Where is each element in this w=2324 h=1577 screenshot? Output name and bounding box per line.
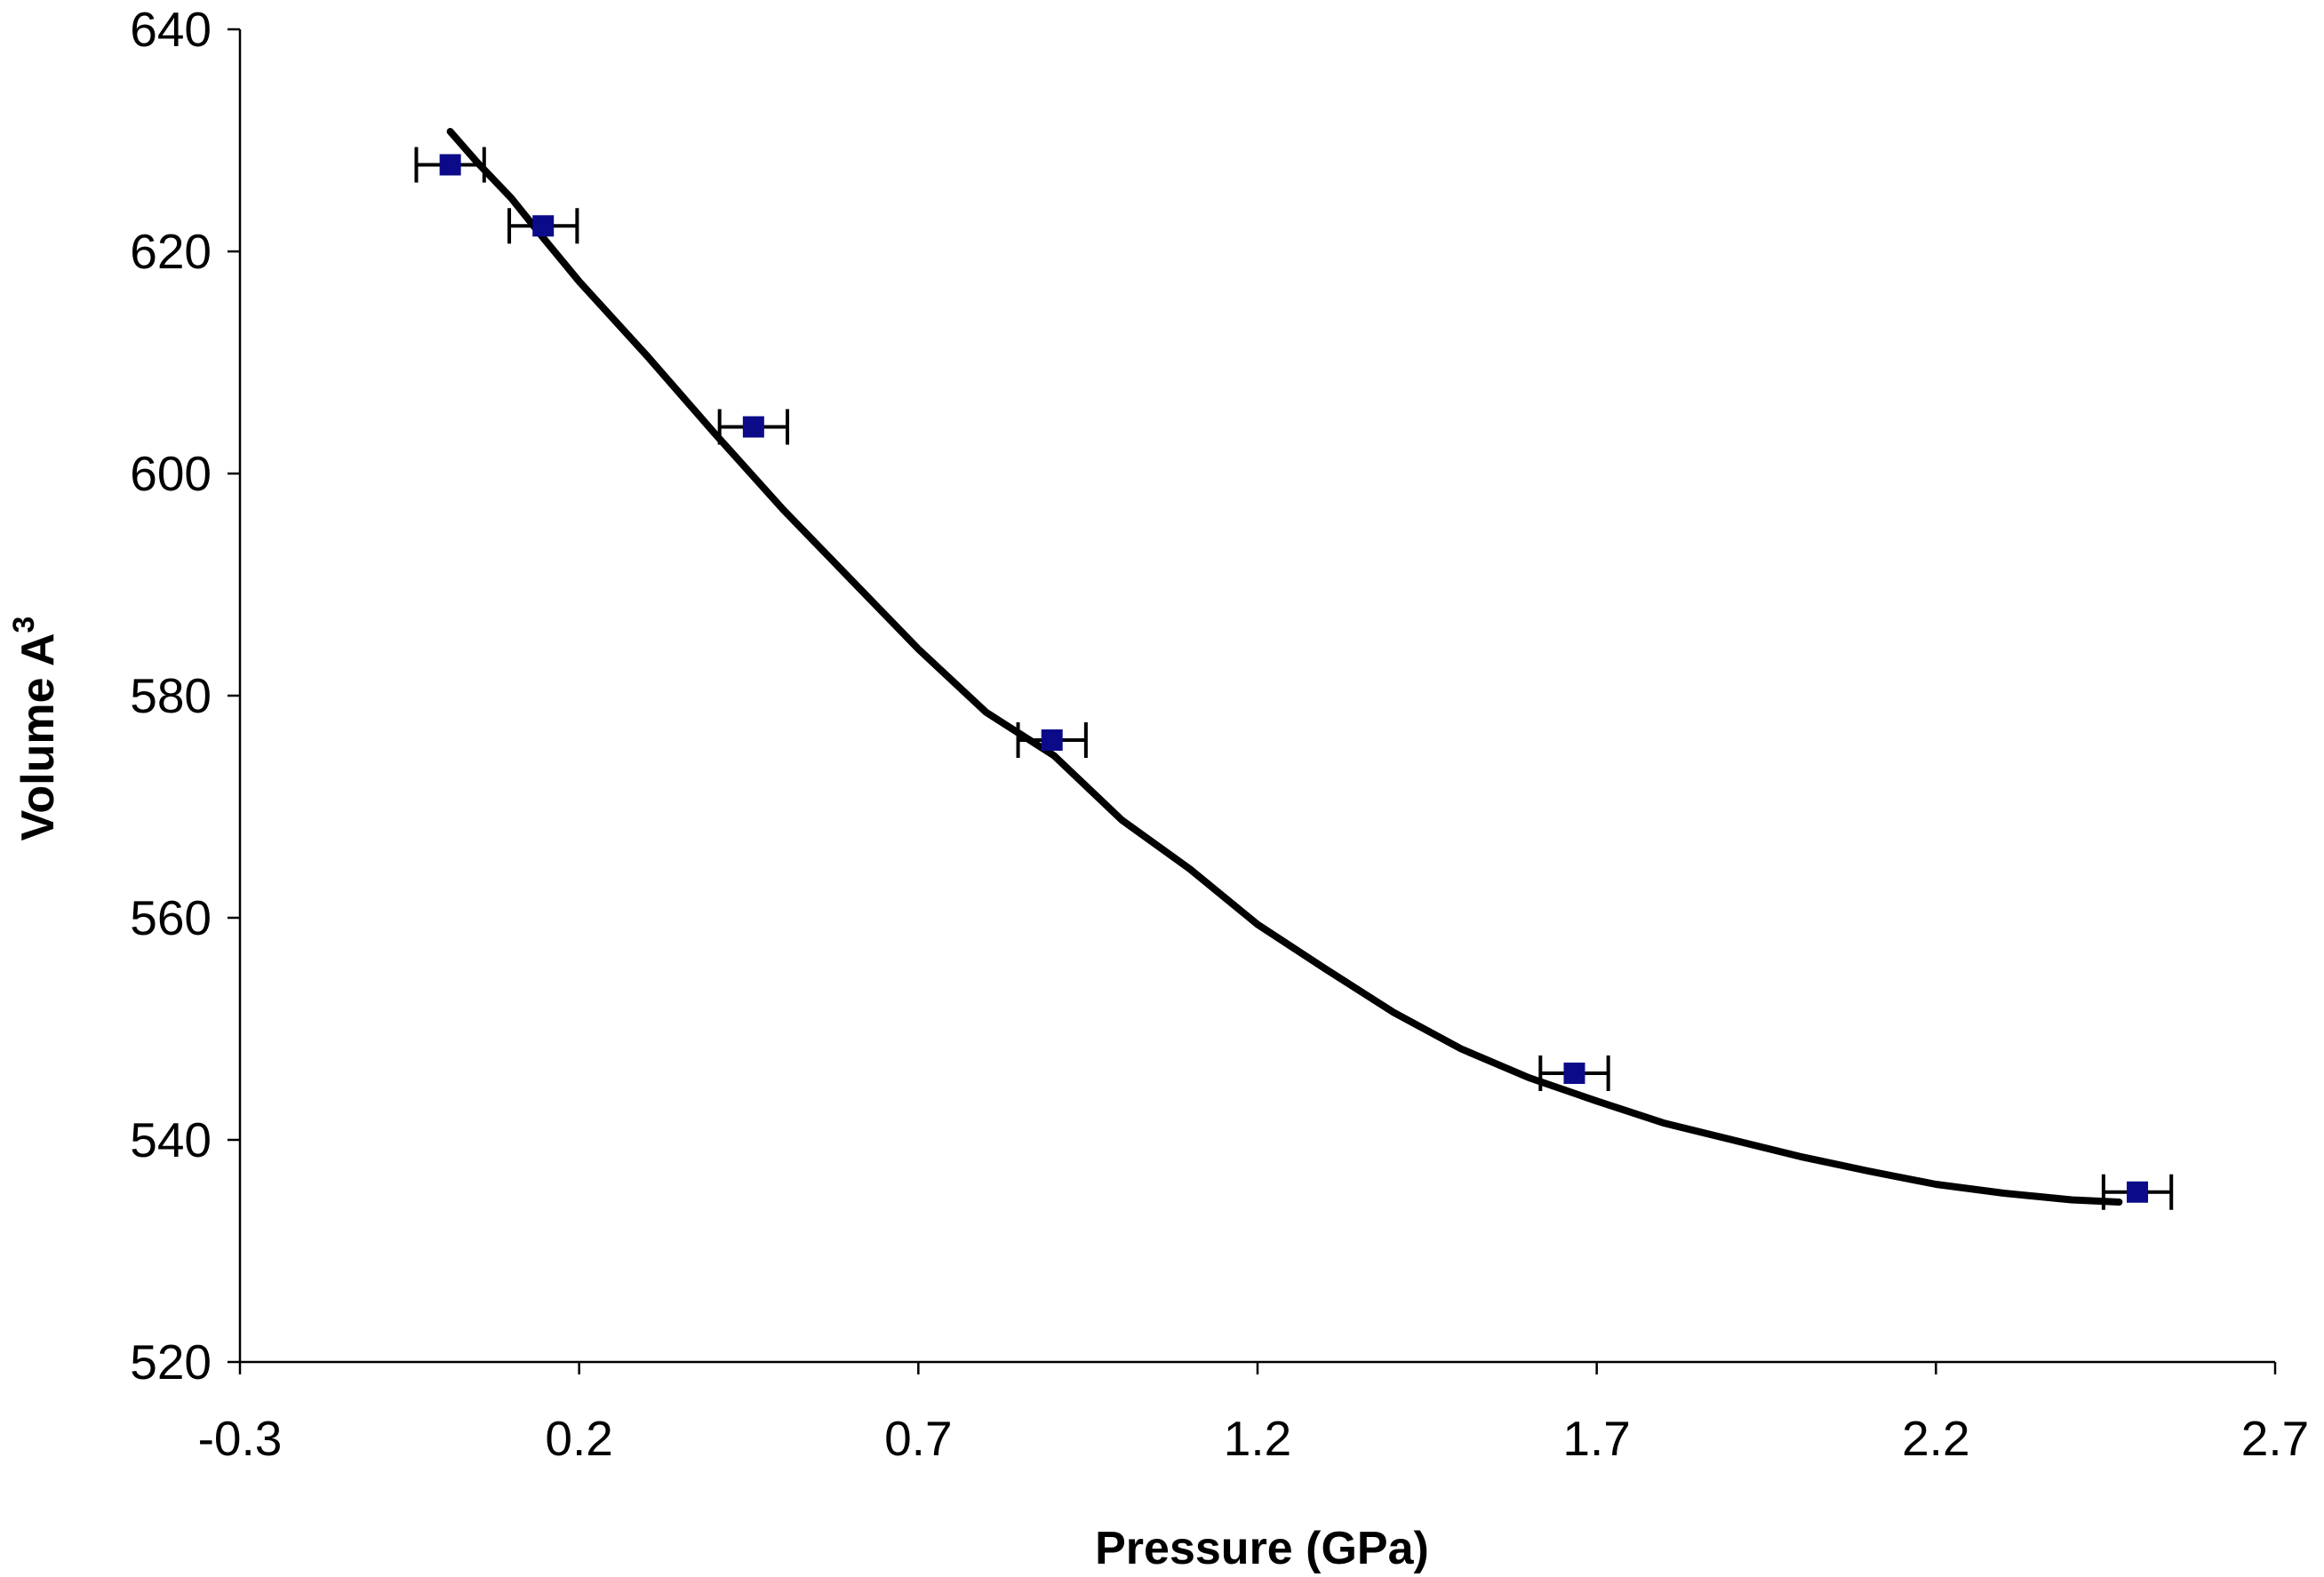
y-tick-label: 600: [130, 446, 212, 501]
y-axis-title-superscript: 3: [7, 617, 41, 633]
y-tick-label: 580: [130, 668, 212, 723]
x-tick-label: 1.7: [1562, 1411, 1630, 1466]
x-tick-label: 0.2: [545, 1411, 612, 1466]
y-tick-label: 520: [130, 1334, 212, 1390]
data-points-layer: [439, 154, 2149, 1203]
x-tick-label: 2.2: [1902, 1411, 1969, 1466]
y-axis-ticks: 520 540 560 580 600 620 640: [130, 2, 240, 1390]
data-point-marker: [532, 215, 555, 237]
data-point-marker: [1041, 729, 1063, 751]
fit-curve-layer: [446, 128, 2123, 1206]
y-axis-title: Volume A3: [7, 617, 64, 841]
x-axis-ticks: -0.3 0.2 0.7 1.2 1.7 2.2 2.7: [198, 1362, 2309, 1466]
x-tick-label: 2.7: [2241, 1411, 2309, 1466]
x-axis-title: Pressure (GPa): [1095, 1523, 1429, 1574]
error-bars-layer: [414, 147, 2174, 1210]
y-tick-label: 560: [130, 890, 212, 945]
data-point-marker: [439, 154, 461, 176]
x-tick-label: 0.7: [884, 1411, 952, 1466]
data-point-marker: [742, 416, 764, 438]
y-tick-label: 620: [130, 224, 212, 279]
data-point-marker: [1563, 1063, 1585, 1084]
fit-curve-line: [446, 128, 2123, 1206]
x-tick-label: 1.2: [1224, 1411, 1291, 1466]
y-axis-title-main: Volume A: [12, 633, 64, 840]
y-tick-label: 640: [130, 2, 212, 57]
x-tick-label: -0.3: [198, 1411, 283, 1466]
y-tick-label: 540: [130, 1112, 212, 1167]
data-point-marker: [2127, 1181, 2149, 1203]
